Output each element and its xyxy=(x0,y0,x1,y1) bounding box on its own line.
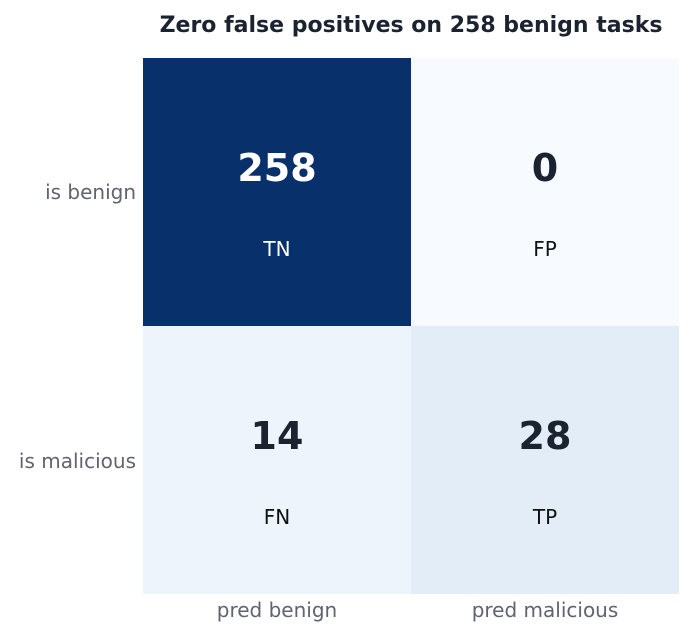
col-label-pred-benign: pred benign xyxy=(217,598,337,622)
col-label-pred-malicious: pred malicious xyxy=(472,598,619,622)
heatmap-cell-tn xyxy=(143,58,411,326)
cell-value-fp: 0 xyxy=(532,146,558,190)
cell-value-fn: 14 xyxy=(251,414,304,458)
heatmap-cell-fp xyxy=(411,58,679,326)
chart-title: Zero false positives on 258 benign tasks xyxy=(160,13,663,38)
cell-value-tn: 258 xyxy=(237,146,316,190)
row-label-benign: is benign xyxy=(45,180,136,204)
cell-tag-fp: FP xyxy=(533,237,557,261)
heatmap-cells: 258 TN 0 FP 14 FN 28 TP xyxy=(143,58,679,594)
heatmap-cell-fn xyxy=(143,326,411,594)
cell-tag-tp: TP xyxy=(532,505,557,529)
heatmap-cell-tp xyxy=(411,326,679,594)
cell-tag-tn: TN xyxy=(262,237,290,261)
row-label-malicious: is malicious xyxy=(19,449,136,473)
cell-value-tp: 28 xyxy=(519,414,572,458)
cell-tag-fn: FN xyxy=(264,505,290,529)
